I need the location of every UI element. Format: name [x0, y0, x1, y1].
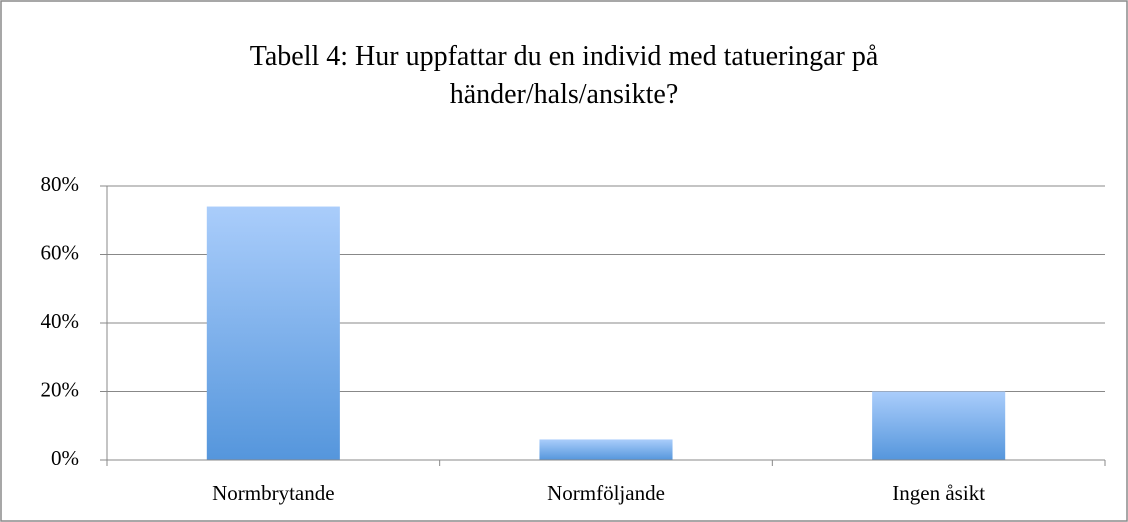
y-tick-label: 40%: [41, 309, 80, 333]
bar: [206, 206, 340, 460]
bar: [872, 391, 1006, 460]
chart-title: Tabell 4: Hur uppfattar du en individ me…: [249, 41, 879, 110]
y-tick-label: 80%: [41, 172, 80, 196]
x-tick-label: Normbrytande: [212, 481, 334, 505]
y-tick-label: 20%: [41, 377, 80, 401]
y-tick-label: 60%: [41, 240, 80, 264]
y-tick-label: 0%: [51, 446, 79, 470]
bar: [539, 439, 673, 460]
x-tick-label: Ingen åsikt: [892, 481, 985, 505]
x-tick-label: Normföljande: [547, 481, 665, 505]
